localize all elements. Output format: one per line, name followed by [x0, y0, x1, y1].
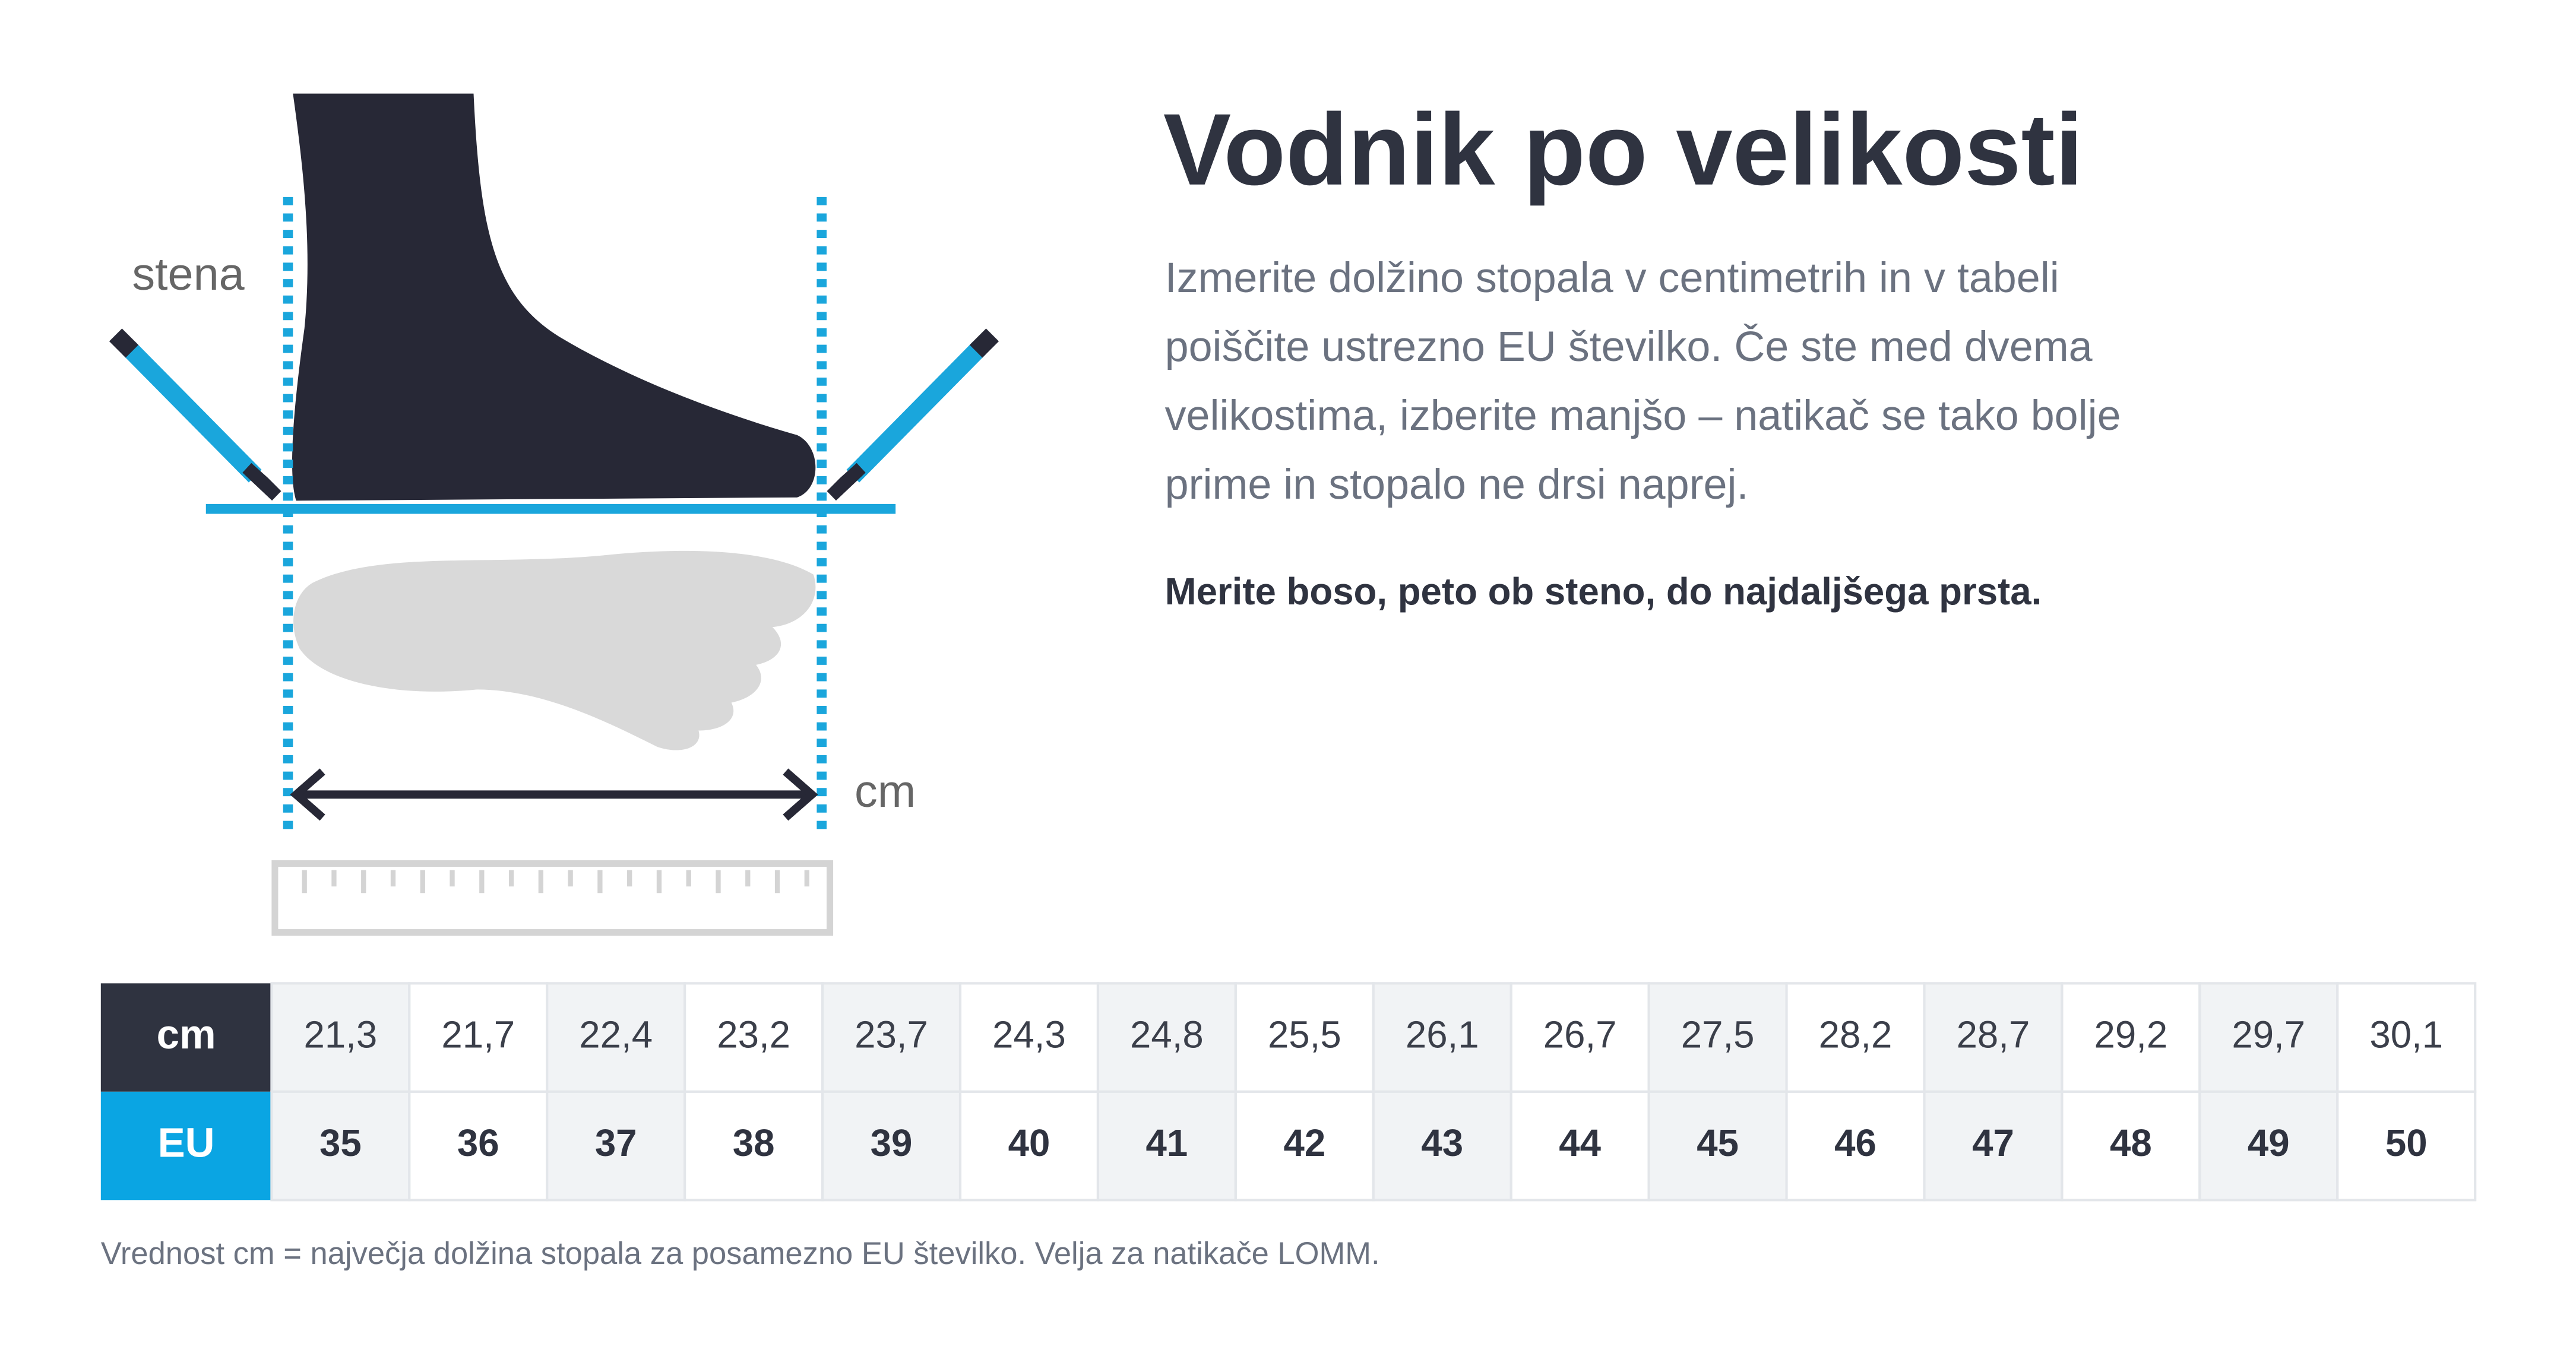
eu-size: 49 [2248, 1122, 2290, 1164]
eu-size: 43 [1421, 1122, 1463, 1164]
cell [1096, 1090, 1237, 1202]
cm-value: 29,7 [2232, 1013, 2305, 1056]
cm-value: 21,3 [303, 1013, 377, 1056]
cell [270, 982, 411, 1093]
cell [1372, 982, 1512, 1093]
cell [2198, 1090, 2339, 1202]
cell [2061, 1090, 2201, 1202]
title: Vodnik po velikosti [1163, 93, 2083, 207]
cm-value: 26,7 [1543, 1013, 1617, 1056]
eu-size: 36 [457, 1122, 499, 1164]
cm-value: 22,4 [579, 1013, 653, 1056]
pencil-right [827, 328, 999, 501]
eu-size: 38 [733, 1122, 775, 1164]
eu-size: 47 [1972, 1122, 2014, 1164]
cell [1234, 1090, 1375, 1202]
cell [546, 982, 686, 1093]
cell [1647, 982, 1788, 1093]
cell [683, 982, 824, 1093]
footnote: Vrednost cm = največja dolžina stopala z… [101, 1236, 1380, 1271]
cm-value: 23,2 [717, 1013, 790, 1056]
eu-size: 44 [1559, 1122, 1601, 1164]
cm-value: 27,5 [1681, 1013, 1755, 1056]
eu-size: 41 [1146, 1122, 1188, 1164]
cm-value: 29,2 [2094, 1013, 2168, 1056]
description-line: Izmerite dolžino stopala v centimetrih i… [1165, 254, 2059, 302]
cell [2336, 1090, 2477, 1202]
cm-value: 28,2 [1819, 1013, 1893, 1056]
cm-value: 25,5 [1268, 1013, 1341, 1056]
eu-size: 50 [2385, 1122, 2428, 1164]
cm-value: 26,1 [1406, 1013, 1479, 1056]
cell [270, 1090, 411, 1202]
eu-size: 42 [1283, 1122, 1325, 1164]
cell [2061, 982, 2201, 1093]
eu-size: 39 [871, 1122, 913, 1164]
row-header: cm [157, 1011, 216, 1057]
row-header-cell [100, 983, 272, 1092]
row-header: EU [158, 1119, 215, 1165]
description-line: prime in stopalo ne drsi naprej. [1165, 461, 1749, 508]
cell [958, 982, 1100, 1093]
cell [2198, 982, 2339, 1093]
description: Izmerite dolžino stopala v centimetrih i… [1165, 254, 2121, 508]
instruction: Merite boso, peto ob steno, do najdaljše… [1165, 571, 2042, 613]
eu-size: 48 [2110, 1122, 2152, 1164]
eu-size: 45 [1697, 1122, 1739, 1164]
cell [1923, 982, 2064, 1093]
cm-value: 21,7 [441, 1013, 515, 1056]
illustration: stena cm [109, 93, 999, 936]
cell [1785, 982, 1926, 1093]
cm-value: 23,7 [855, 1013, 928, 1056]
cell [1647, 1090, 1788, 1202]
foot-side [292, 93, 816, 501]
eu-size: 35 [319, 1122, 362, 1164]
cm-value: 24,8 [1130, 1013, 1204, 1056]
cell [821, 982, 962, 1093]
eu-size: 46 [1834, 1122, 1876, 1164]
size-table: cm 21,3 21,7 22,4 23,2 23,7 24,3 24,8 25,5 26,1 26… [100, 982, 2477, 1202]
ruler-ticks [302, 870, 809, 894]
description-line: velikostima, izberite manjšo – natikač s… [1165, 392, 2121, 439]
cell [408, 1090, 549, 1202]
cm-value: 28,7 [1957, 1013, 2030, 1056]
pencil-left [109, 328, 281, 501]
cell [1234, 982, 1375, 1093]
cm-value: 30,1 [2369, 1013, 2443, 1056]
cell [546, 1090, 686, 1202]
ruler [271, 860, 834, 936]
cm-value: 24,3 [992, 1013, 1066, 1056]
eu-size: 37 [595, 1122, 637, 1164]
description-line: poiščite ustrezno EU številko. Če ste me… [1165, 323, 2093, 370]
footprint [293, 550, 816, 750]
length-label: cm [855, 766, 916, 817]
cell [821, 1090, 962, 1202]
wall-label: stena [132, 249, 245, 300]
cell [1372, 1090, 1512, 1202]
row-header-cell [100, 1091, 272, 1200]
length-arrow [290, 768, 818, 821]
eu-size: 40 [1008, 1122, 1050, 1164]
